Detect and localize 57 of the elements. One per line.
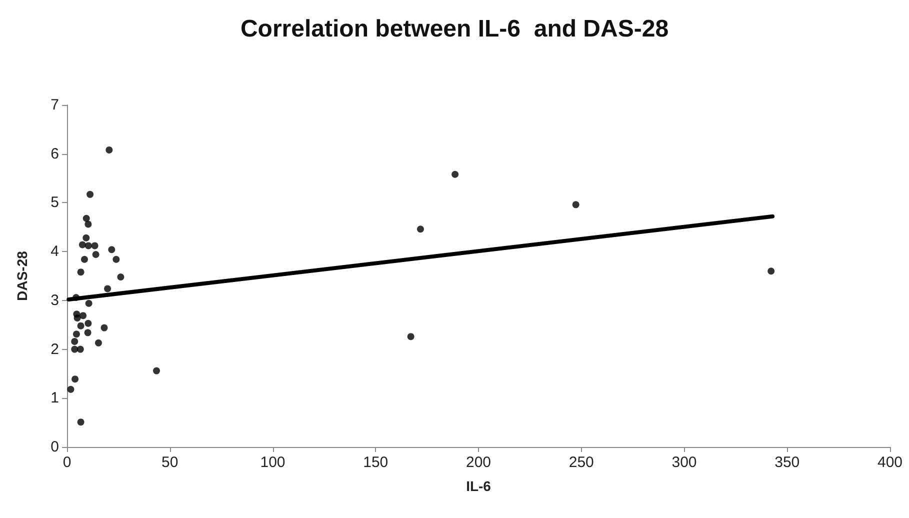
y-tick-label: 2 xyxy=(50,340,59,358)
point xyxy=(82,234,90,242)
x-tick-label: 300 xyxy=(672,454,697,471)
y-tick-label: 4 xyxy=(50,243,59,260)
point xyxy=(72,330,80,338)
point xyxy=(768,268,775,275)
point xyxy=(416,226,424,233)
point xyxy=(100,324,108,332)
point xyxy=(84,320,92,327)
y-axis-title: DAS-28 xyxy=(14,250,30,301)
point xyxy=(407,333,414,340)
x-tick-label: 100 xyxy=(260,454,286,471)
x-tick-label: 150 xyxy=(363,454,388,471)
point xyxy=(80,312,87,320)
point xyxy=(77,418,84,426)
point xyxy=(74,314,81,322)
x-tick-label: 250 xyxy=(568,454,594,471)
x-tick-label: 0 xyxy=(62,454,72,471)
point xyxy=(72,294,80,301)
point xyxy=(572,201,580,208)
point xyxy=(104,285,112,292)
x-axis-title: IL-6 xyxy=(466,478,492,494)
point xyxy=(153,367,160,374)
point xyxy=(85,300,92,307)
x-tick-label: 350 xyxy=(774,454,800,471)
point xyxy=(77,268,84,276)
point xyxy=(92,251,100,258)
x-tick-label: 400 xyxy=(877,454,903,471)
y-tick-label: 7 xyxy=(50,96,59,114)
point xyxy=(67,386,74,393)
point xyxy=(117,273,124,280)
y-tick-label: 5 xyxy=(50,194,59,212)
point xyxy=(71,338,78,345)
x-tick-label: 200 xyxy=(466,454,492,471)
point xyxy=(76,346,84,353)
point xyxy=(78,241,86,248)
y-tick-label: 6 xyxy=(50,145,59,162)
point xyxy=(71,346,78,353)
point xyxy=(80,256,88,263)
point xyxy=(94,339,102,346)
point xyxy=(106,146,113,154)
point xyxy=(452,170,459,178)
point xyxy=(77,322,84,330)
point xyxy=(86,190,94,198)
point xyxy=(91,242,98,250)
chart-title: Correlation between IL-6 and DAS-28 xyxy=(240,16,669,42)
point xyxy=(84,329,92,336)
point xyxy=(84,220,92,228)
point xyxy=(72,376,79,383)
point xyxy=(112,256,120,263)
point xyxy=(108,246,116,254)
point xyxy=(84,242,92,250)
y-tick-label: 3 xyxy=(50,292,59,309)
y-tick-label: 0 xyxy=(50,438,59,456)
y-tick-label: 1 xyxy=(50,390,59,407)
point xyxy=(82,214,90,222)
x-tick-label: 50 xyxy=(162,454,178,471)
